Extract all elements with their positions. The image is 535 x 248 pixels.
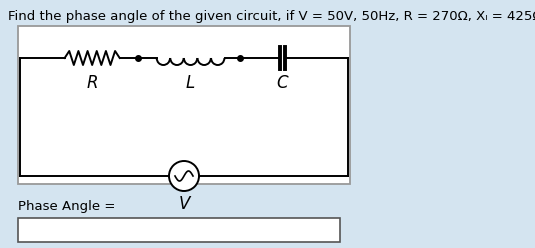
Circle shape [169,161,199,191]
FancyBboxPatch shape [18,26,350,184]
Text: V: V [178,195,190,213]
Text: R: R [87,74,98,92]
FancyBboxPatch shape [18,218,340,242]
Text: Phase Angle =: Phase Angle = [18,200,116,213]
Text: L: L [186,74,195,92]
Text: Find the phase angle of the given circuit, if V = 50V, 50Hz, R = 270Ω, Xₗ = 425Ω: Find the phase angle of the given circui… [8,10,535,23]
Text: C: C [277,74,288,92]
